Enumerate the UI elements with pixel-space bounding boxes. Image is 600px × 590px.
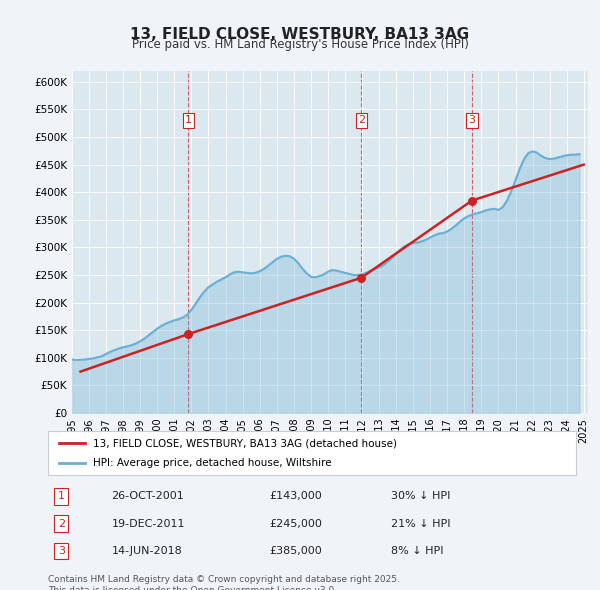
Text: Contains HM Land Registry data © Crown copyright and database right 2025.
This d: Contains HM Land Registry data © Crown c… (48, 575, 400, 590)
Text: 8% ↓ HPI: 8% ↓ HPI (391, 546, 444, 556)
Text: 2: 2 (58, 519, 65, 529)
Point (184, 329, 193, 339)
Text: 3: 3 (469, 116, 476, 126)
Text: HPI: Average price, detached house, Wiltshire: HPI: Average price, detached house, Wilt… (93, 458, 332, 467)
Text: 14-JUN-2018: 14-JUN-2018 (112, 546, 182, 556)
Text: 13, FIELD CLOSE, WESTBURY, BA13 3AG: 13, FIELD CLOSE, WESTBURY, BA13 3AG (130, 27, 470, 41)
Text: 13, FIELD CLOSE, WESTBURY, BA13 3AG (detached house): 13, FIELD CLOSE, WESTBURY, BA13 3AG (det… (93, 438, 397, 448)
Text: £385,000: £385,000 (270, 546, 323, 556)
Text: 1: 1 (185, 116, 192, 126)
Text: 3: 3 (58, 546, 65, 556)
Text: 2: 2 (358, 116, 365, 126)
Text: £143,000: £143,000 (270, 491, 323, 502)
Text: £245,000: £245,000 (270, 519, 323, 529)
Text: 19-DEC-2011: 19-DEC-2011 (112, 519, 185, 529)
Point (356, 273, 366, 283)
Text: 21% ↓ HPI: 21% ↓ HPI (391, 519, 451, 529)
Text: Price paid vs. HM Land Registry's House Price Index (HPI): Price paid vs. HM Land Registry's House … (131, 38, 469, 51)
Text: 1: 1 (58, 491, 65, 502)
Text: 30% ↓ HPI: 30% ↓ HPI (391, 491, 451, 502)
Point (467, 196, 477, 205)
Text: 26-OCT-2001: 26-OCT-2001 (112, 491, 184, 502)
